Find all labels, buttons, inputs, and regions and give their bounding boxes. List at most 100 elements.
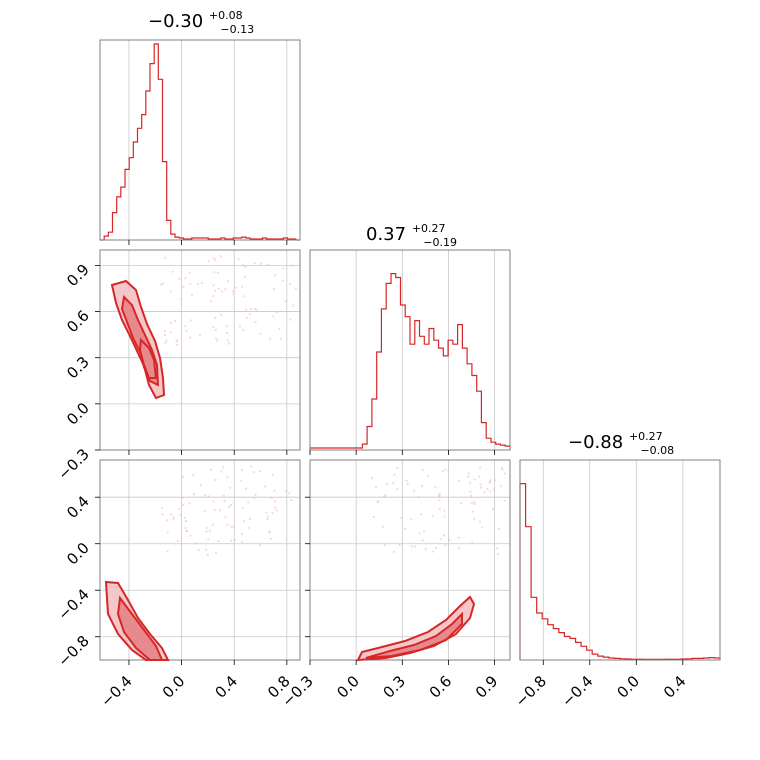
sample-point <box>266 515 269 518</box>
sample-point <box>176 343 178 346</box>
sample-point <box>480 486 482 489</box>
sample-point <box>207 260 210 263</box>
sample-point <box>182 475 185 478</box>
sample-point <box>469 482 472 485</box>
sample-point <box>179 514 182 517</box>
sample-point <box>421 539 424 542</box>
sample-point <box>205 548 208 551</box>
sample-point <box>213 509 216 512</box>
x-tick-label: 0.9 <box>472 672 502 702</box>
sample-point <box>447 470 450 473</box>
sample-point <box>175 340 178 343</box>
sample-point <box>245 487 248 490</box>
sample-point <box>240 532 243 535</box>
sample-point <box>260 262 262 265</box>
sample-point <box>259 544 262 547</box>
sample-point <box>214 329 217 331</box>
sample-point <box>181 496 184 499</box>
sample-point <box>496 553 499 556</box>
sample-point <box>172 516 175 519</box>
sample-point <box>265 511 268 514</box>
sample-point <box>410 545 413 548</box>
sample-point <box>274 274 277 277</box>
sample-point <box>212 257 215 260</box>
sample-point <box>413 489 416 492</box>
sample-point <box>496 547 499 550</box>
sample-point <box>372 516 375 518</box>
sample-point <box>172 518 175 521</box>
sample-point <box>434 486 437 489</box>
sample-point <box>443 534 445 537</box>
y-tick-label: 0.3 <box>63 353 93 383</box>
sample-point <box>245 316 248 319</box>
sample-point <box>188 502 191 505</box>
sample-point <box>414 545 416 548</box>
sample-point <box>245 308 248 311</box>
y-tick-label: −0.4 <box>54 585 92 623</box>
sample-point <box>258 470 261 473</box>
sample-point <box>269 337 272 340</box>
sample-point <box>396 467 399 470</box>
sample-point <box>226 339 229 342</box>
panel-frame <box>99 459 301 661</box>
x-tick-label: −0.8 <box>512 672 550 710</box>
sample-point <box>275 311 278 314</box>
sample-point <box>230 525 233 528</box>
sample-point <box>182 504 185 506</box>
sample-point <box>272 315 275 318</box>
sample-point <box>242 264 245 267</box>
sample-point <box>222 494 225 497</box>
sample-point <box>393 473 396 476</box>
sample-point <box>275 509 278 512</box>
sample-point <box>161 282 164 285</box>
sample-point <box>291 264 294 267</box>
sample-point <box>243 520 245 523</box>
sample-point <box>165 339 168 342</box>
y-tick-label: 0.0 <box>63 399 93 429</box>
sample-point <box>233 538 236 541</box>
sample-point <box>289 282 292 285</box>
sample-point <box>396 488 399 491</box>
sample-point <box>232 290 235 293</box>
sample-point <box>223 500 226 503</box>
sample-point <box>169 290 172 293</box>
sample-point <box>503 472 506 475</box>
sample-point <box>219 255 222 258</box>
sample-point <box>166 550 169 553</box>
sample-point <box>189 336 192 339</box>
sample-point <box>212 295 215 298</box>
sample-point <box>377 500 380 503</box>
sample-point <box>259 332 262 335</box>
sample-point <box>427 475 430 478</box>
sample-point <box>498 527 500 530</box>
sample-point <box>410 518 413 521</box>
y-tick-label: −0.3 <box>54 445 92 483</box>
sample-point <box>227 280 230 283</box>
sample-point <box>406 483 409 485</box>
sample-point <box>205 526 208 529</box>
sample-point <box>255 309 258 312</box>
sample-point <box>189 534 192 537</box>
sample-point <box>204 494 206 497</box>
sample-point <box>438 499 441 502</box>
histogram-step <box>309 273 511 450</box>
sample-point <box>417 495 420 498</box>
sample-point <box>185 330 188 333</box>
sample-point <box>212 500 215 503</box>
sample-point <box>284 300 287 303</box>
sample-point <box>274 500 276 503</box>
contours-param2-param3 <box>356 595 476 662</box>
sample-point <box>503 499 506 502</box>
x-tick-label: 0.4 <box>211 672 241 702</box>
sample-point <box>481 526 484 529</box>
panel-hist-param1 <box>99 39 301 245</box>
sample-point <box>460 502 463 505</box>
sample-point <box>197 549 200 551</box>
sample-point <box>242 295 245 298</box>
sample-point <box>288 492 291 495</box>
sample-point <box>448 539 451 542</box>
x-tick-label: 0.4 <box>660 672 690 702</box>
sample-point <box>284 490 287 493</box>
x-tick-label: −0.4 <box>558 672 596 710</box>
sample-point <box>184 520 187 522</box>
